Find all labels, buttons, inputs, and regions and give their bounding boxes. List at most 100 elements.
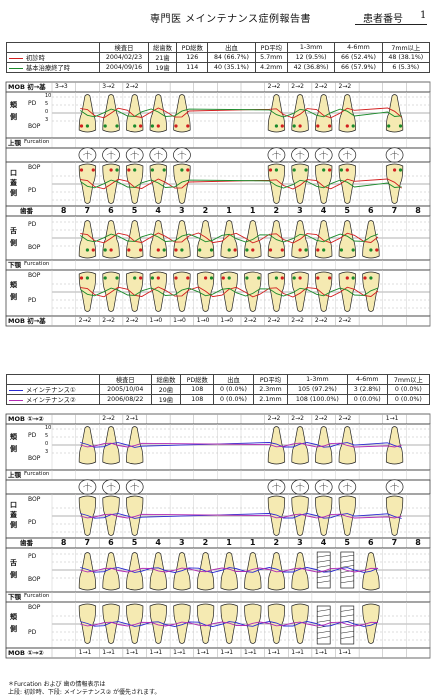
- tooth-root-lower-buccal: [173, 603, 191, 644]
- tooth-root-lower-buccal: [362, 603, 380, 644]
- bop-dot-lower-lingual: [268, 248, 273, 252]
- pd-line-upper-palatal-maint2: [80, 513, 402, 519]
- cell: 0 (0.0%): [386, 394, 431, 405]
- occlusal-view-upper-fissure: [390, 150, 399, 160]
- bop-dot-lower-lingual: [91, 248, 95, 252]
- summary-row-maint1: メインテナンス① 2005/10/04 20歯 108 0 (0.0%) 2.3…: [6, 384, 431, 395]
- tooth-number: 5: [131, 538, 138, 547]
- bop-dot-upper-palatal: [393, 168, 397, 172]
- bop-dot-upper-buccal: [115, 124, 119, 128]
- occlusal-view-upper-fissure: [295, 150, 305, 160]
- bop-dot-lower-buccal: [298, 276, 302, 280]
- tooth-root-lower-buccal: [362, 271, 380, 312]
- scale-tick: 5: [45, 433, 49, 439]
- tooth-root-lower-lingual: [78, 552, 97, 591]
- bop-dot-lower-lingual: [351, 248, 355, 252]
- bop-dot-upper-buccal: [174, 124, 178, 128]
- bop-dot-upper-buccal: [298, 124, 302, 128]
- tooth-root-upper-buccal: [338, 94, 356, 133]
- pd-label: PD: [28, 221, 37, 228]
- mob-label: MOB 初→基: [8, 83, 46, 91]
- tooth-root-lower-lingual: [173, 220, 191, 259]
- cell: 19歯: [147, 62, 178, 73]
- implant-thread: [340, 614, 354, 618]
- bop-label: BOP: [28, 496, 41, 503]
- implant-thread: [340, 570, 354, 573]
- bop-label: BOP: [28, 455, 41, 462]
- tooth-number: 1: [249, 206, 256, 215]
- bop-dot-lower-buccal: [103, 276, 107, 280]
- tooth-root-upper-palatal: [267, 495, 286, 536]
- tooth-root-lower-lingual: [220, 220, 238, 259]
- bop-dot-upper-palatal: [150, 168, 154, 172]
- tooth-root-upper-palatal: [291, 495, 309, 536]
- implant-thread: [317, 554, 331, 558]
- tooth-number: 7: [391, 538, 398, 547]
- implant-thread: [317, 575, 331, 578]
- pd-line-lower-lingual-maint1: [80, 567, 379, 573]
- bop-label: BOP: [28, 576, 41, 583]
- mob-value: 2→2: [267, 83, 281, 90]
- bop-dot-lower-buccal: [328, 276, 332, 280]
- mob-value: 2→2: [338, 415, 352, 422]
- buccal-label: 頬: [10, 613, 17, 621]
- mob-label: MOB ①→②: [8, 649, 44, 657]
- pd-label: PD: [28, 629, 37, 636]
- tooth-root-lower-lingual: [102, 220, 120, 259]
- furcation-label: Furcation: [24, 139, 50, 145]
- bop-dot-upper-palatal: [345, 168, 349, 172]
- tooth-root-lower-buccal: [267, 603, 286, 644]
- tooth-number: 2: [202, 538, 209, 547]
- implant-thread: [317, 570, 331, 573]
- scale-tick: 10: [45, 425, 52, 431]
- upper-jaw-label: 上顎: [8, 471, 21, 479]
- bop-dot-lower-buccal: [156, 276, 160, 280]
- mob-value: 1→0: [149, 317, 163, 324]
- tooth-root-upper-buccal: [78, 94, 97, 133]
- furcation-label: Furcation: [24, 471, 50, 477]
- tooth-root-lower-lingual: [196, 220, 215, 259]
- bop-dot-lower-lingual: [198, 248, 202, 252]
- implant-thread: [340, 560, 354, 563]
- mob-value: 2→2: [338, 83, 352, 90]
- tooth-root-upper-buccal: [267, 426, 286, 465]
- cell: 2.1mm: [252, 394, 288, 405]
- pd-line-lower-buccal-maint1: [80, 621, 379, 627]
- bop-dot-upper-buccal: [186, 124, 190, 128]
- bop-dot-upper-palatal: [339, 168, 343, 172]
- mob-value: 2→2: [267, 415, 281, 422]
- footnote: ＊Furcation および 歯の情報表示は 上段: 初診時、下段: メインテナ…: [8, 681, 160, 697]
- mob-value: 1→1: [220, 649, 234, 656]
- implant-thread: [340, 565, 354, 568]
- bop-dot-lower-buccal: [245, 276, 249, 280]
- upper-occlusal-row: [5, 479, 431, 495]
- tooth-root-lower-buccal: [78, 271, 97, 312]
- mob-row-upper: [5, 81, 431, 93]
- lower-jaw-label: 下顎: [8, 593, 21, 601]
- mob-value: 1→1: [102, 649, 115, 656]
- pd-label: PD: [28, 100, 37, 107]
- patient-id-label: 患者番号: [363, 14, 403, 25]
- bop-dot-upper-palatal: [115, 168, 119, 172]
- legend-line-green: [9, 67, 23, 69]
- bop-dot-lower-lingual: [174, 248, 178, 252]
- tooth-root-lower-buccal: [220, 271, 238, 312]
- tooth-root-lower-lingual: [315, 220, 333, 259]
- bop-dot-lower-lingual: [103, 248, 107, 252]
- implant-thread: [340, 580, 354, 584]
- bop-dot-lower-lingual: [233, 248, 237, 252]
- bop-dot-lower-lingual: [298, 248, 302, 252]
- mob-value: 1→1: [291, 649, 304, 656]
- tooth-number: 6: [367, 538, 374, 547]
- pd-label: PD: [28, 297, 37, 304]
- cell: 4.2mm: [254, 62, 288, 73]
- scale-tick: 0: [45, 109, 49, 115]
- bop-dot-lower-lingual: [280, 248, 284, 252]
- implant-thread: [340, 625, 354, 628]
- bop-dot-upper-palatal: [180, 168, 184, 172]
- bop-dot-lower-buccal: [221, 276, 225, 280]
- bop-dot-upper-palatal: [109, 168, 113, 172]
- bop-dot-upper-buccal: [274, 124, 278, 128]
- tooth-root-upper-palatal: [315, 495, 333, 536]
